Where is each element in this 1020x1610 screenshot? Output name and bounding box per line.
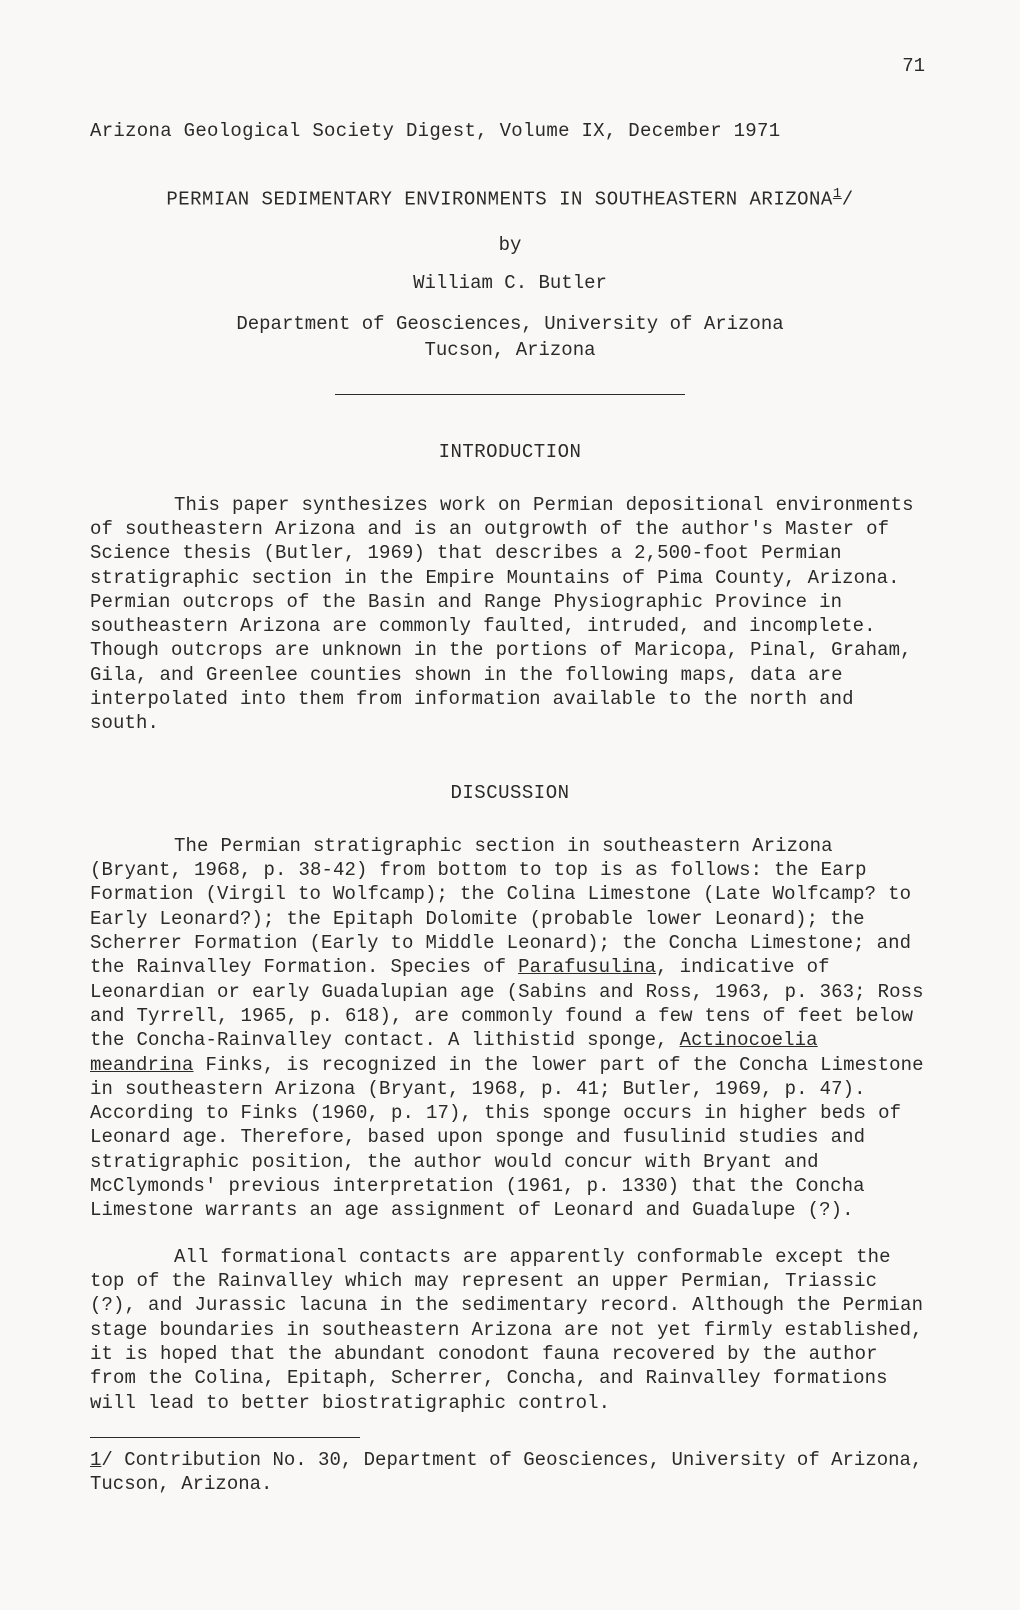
affiliation-line-1: Department of Geosciences, University of… — [236, 313, 783, 335]
title-footnote-mark: 1 — [833, 186, 842, 202]
title-rule — [335, 394, 685, 395]
section-heading-discussion: DISCUSSION — [90, 782, 930, 804]
page-number: 71 — [902, 55, 925, 77]
taxon-parafusulina: Parafusulina — [518, 956, 656, 978]
affiliation: Department of Geosciences, University of… — [90, 312, 930, 363]
section-heading-introduction: INTRODUCTION — [90, 441, 930, 463]
document-page: 71 Arizona Geological Society Digest, Vo… — [0, 0, 1020, 1610]
by-label: by — [90, 234, 930, 256]
footnote-slash: / — [101, 1449, 112, 1471]
footnote: 1/ Contribution No. 30, Department of Ge… — [90, 1448, 930, 1497]
paper-title: PERMIAN SEDIMENTARY ENVIRONMENTS IN SOUT… — [90, 186, 930, 210]
title-slash: / — [842, 188, 854, 210]
discussion-paragraph-1: The Permian stratigraphic section in sou… — [90, 834, 930, 1223]
discussion-paragraph-2: All formational contacts are apparently … — [90, 1245, 930, 1415]
footnote-rule — [90, 1437, 360, 1438]
discussion-text-segment: Finks, is recognized in the lower part o… — [90, 1054, 924, 1222]
footnote-mark: 1 — [90, 1449, 101, 1471]
title-text: PERMIAN SEDIMENTARY ENVIRONMENTS IN SOUT… — [166, 188, 833, 210]
author-name: William C. Butler — [90, 272, 930, 294]
affiliation-line-2: Tucson, Arizona — [424, 339, 595, 361]
publication-line: Arizona Geological Society Digest, Volum… — [90, 120, 930, 142]
footnote-text: Contribution No. 30, Department of Geosc… — [90, 1449, 922, 1495]
introduction-paragraph: This paper synthesizes work on Permian d… — [90, 493, 930, 736]
